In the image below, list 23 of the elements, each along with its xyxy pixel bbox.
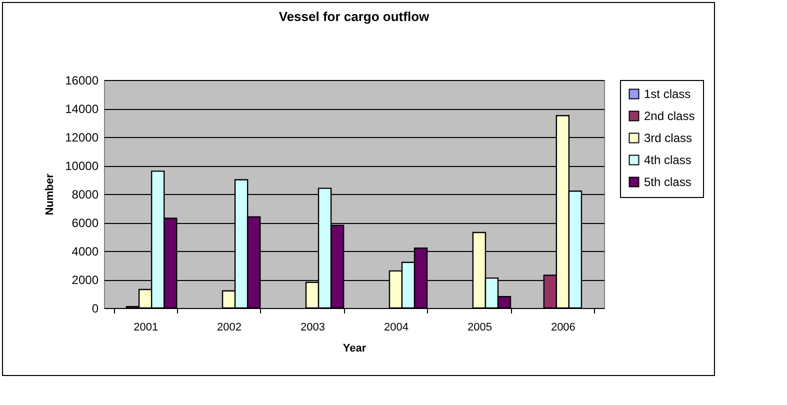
x-tick-label: 2004 (384, 322, 408, 334)
legend-label: 1st class (644, 87, 691, 101)
chart-title: Vessel for cargo outflow (278, 9, 430, 24)
y-tick-label: 16000 (65, 74, 99, 88)
y-tick-label: 2000 (72, 273, 99, 287)
legend-label: 4th class (644, 153, 692, 167)
y-axis-title: Number (44, 173, 56, 216)
y-tick-label: 6000 (72, 216, 99, 230)
x-tick-label: 2006 (550, 322, 576, 334)
x-tick-label: 2003 (300, 322, 326, 334)
legend-label: 5th class (644, 175, 692, 189)
y-tick-label: 10000 (65, 159, 99, 173)
y-tick-label: 0 (92, 302, 99, 316)
y-tick-label: 14000 (65, 102, 99, 116)
x-tick-label: 2001 (134, 322, 158, 334)
y-tick-label: 8000 (72, 188, 99, 202)
x-axis-title: Year (342, 342, 367, 354)
legend-label: 2nd class (644, 109, 695, 123)
y-tick-label: 4000 (72, 244, 99, 258)
y-tick-label: 12000 (65, 130, 99, 144)
x-tick-label: 2002 (217, 322, 242, 334)
legend-label: 3rd class (644, 131, 692, 145)
x-tick-label: 2005 (467, 322, 492, 334)
